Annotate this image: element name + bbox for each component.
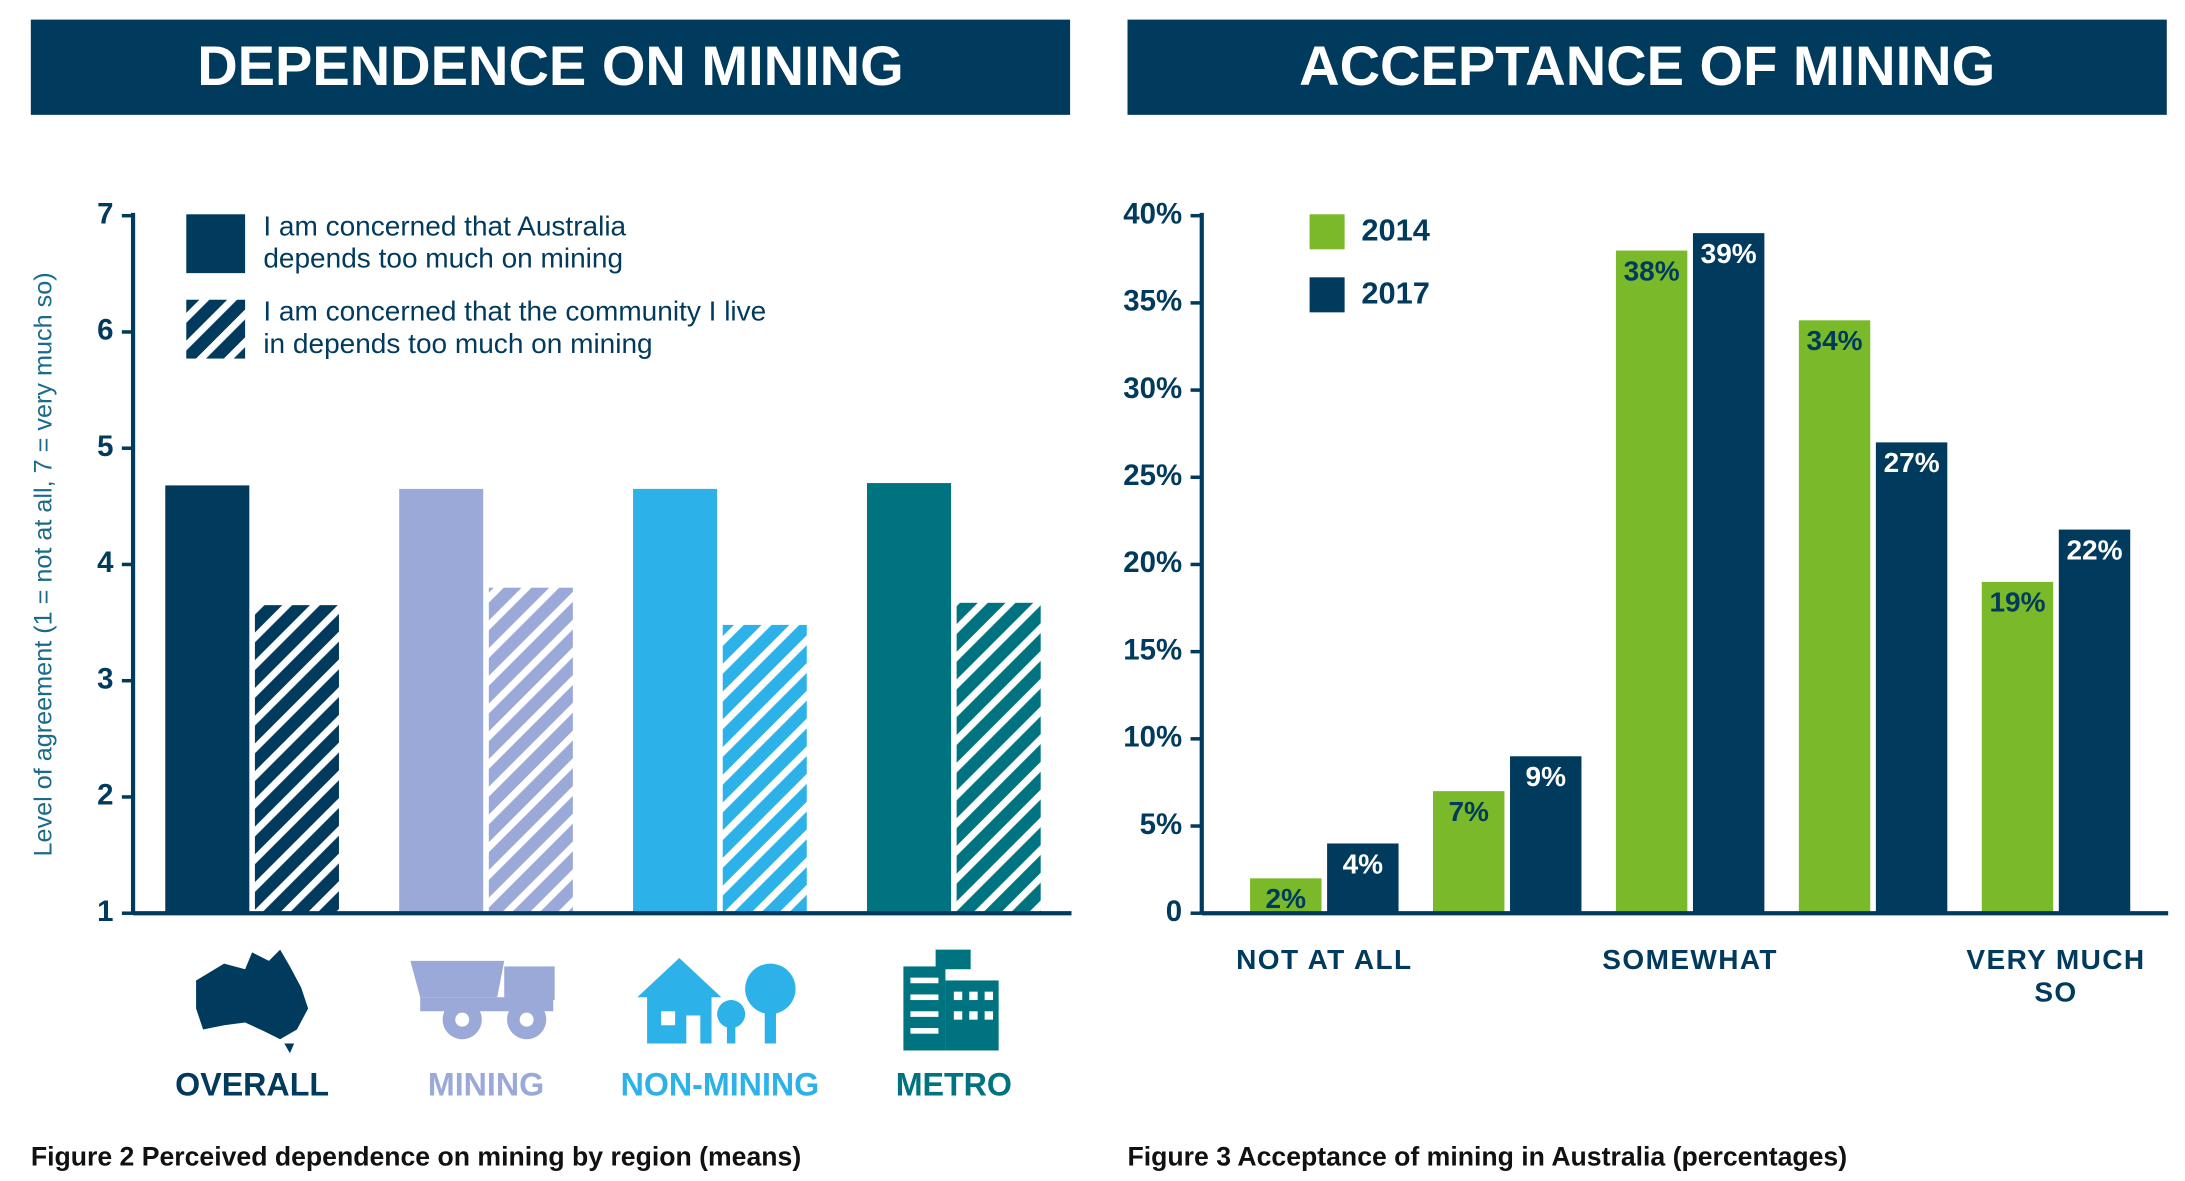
y-tick-label: 1 [97,895,113,928]
bar [254,605,339,914]
value-label: 39% [1701,238,1757,269]
y-tick-label: 20% [1123,546,1182,579]
bar [1798,320,1871,914]
x-tick-label: VERY MUCH SO [1966,945,2146,1009]
bar [1875,442,1948,914]
value-label: 7% [1448,796,1489,827]
x-tick-label: SOMEWHAT [1602,945,1778,977]
australia-icon [196,949,309,1054]
bar [1981,581,2054,914]
header: DEPENDENCE ON MINING [197,34,904,97]
legend-swatch [186,299,246,359]
y-tick-label: 25% [1123,459,1182,492]
value-label: 38% [1624,255,1680,286]
value-label: 27% [1884,447,1940,478]
legend-label: 2017 [1361,276,1430,311]
bar [165,485,250,914]
bar [1250,878,1322,914]
value-label: 19% [1989,587,2045,618]
x-tick-label: NON-MINING [621,1066,820,1102]
value-label: 34% [1807,325,1863,356]
y-tick-label: 35% [1123,285,1182,318]
y-tick-label: 0 [1166,895,1182,928]
value-label: 4% [1343,848,1384,879]
bar [866,483,952,914]
x-tick-label: OVERALL [175,1066,329,1102]
bar [956,602,1041,914]
value-label: 2% [1266,883,1307,914]
caption: Figure 2 Perceived dependence on mining … [31,1141,801,1171]
legend-label: I am concerned that Australia depends to… [263,211,627,275]
bar [1615,250,1688,914]
y-tick-label: 5% [1140,808,1183,841]
legend-swatch [1309,214,1345,250]
value-label: 22% [2066,534,2122,565]
bar [1327,843,1399,914]
x-tick-label: MINING [428,1066,544,1102]
legend-label: 2014 [1361,213,1430,248]
header: ACCEPTANCE OF MINING [1299,34,1995,97]
legend-swatch [186,214,246,274]
header-box [30,19,1071,115]
y-tick-label: 6 [97,314,113,347]
caption: Figure 3 Acceptance of mining in Austral… [1128,1141,1848,1171]
x-tick-label: NOT AT ALL [1236,945,1413,977]
y-axis-label: Level of agreement (1 = not at all, 7 = … [29,272,57,856]
x-tick-label: METRO [896,1066,1012,1102]
bar [1692,233,1765,914]
y-tick-label: 3 [97,662,113,695]
y-tick-label: 5 [97,430,113,463]
bar [1432,791,1505,914]
value-label: 9% [1526,761,1567,792]
y-tick-label: 30% [1123,372,1182,405]
house-icon [637,958,796,1044]
building-icon [903,949,999,1051]
bar [633,488,718,914]
y-tick-label: 4 [97,546,114,579]
bar [399,488,484,914]
y-tick-label: 10% [1123,721,1182,754]
y-tick-label: 15% [1123,633,1182,666]
legend-label: I am concerned that the community I live… [263,296,767,360]
legend-swatch [1309,277,1345,313]
header-box [1127,19,2167,115]
bar [2058,529,2131,914]
y-tick-label: 2 [97,779,113,812]
truck-icon [410,960,555,1040]
bar [1510,756,1582,914]
y-tick-label: 7 [97,197,113,230]
bar [488,587,573,914]
bar [722,624,807,914]
y-tick-label: 40% [1123,197,1182,230]
